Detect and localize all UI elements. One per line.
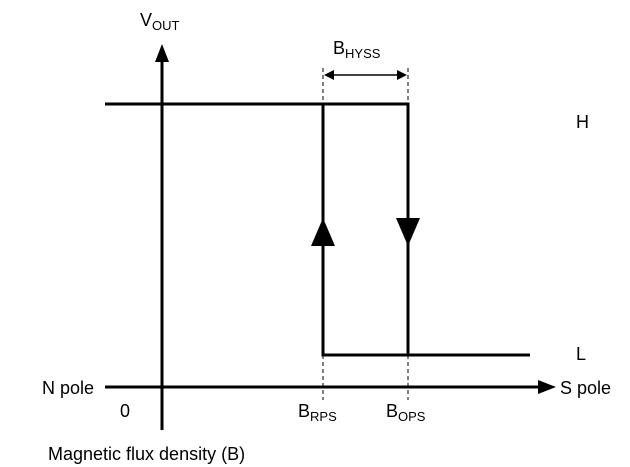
down-arrow	[396, 218, 420, 246]
low-label: L	[576, 344, 586, 364]
x-axis-arrow	[538, 380, 556, 394]
x-caption: Magnetic flux density (B)	[48, 444, 245, 464]
high-label: H	[576, 112, 589, 132]
operate-label: BOPS	[386, 401, 426, 424]
up-arrow	[311, 218, 335, 246]
y-axis-arrow	[155, 44, 169, 62]
origin-label: 0	[120, 401, 130, 421]
high-level-line	[105, 102, 410, 355]
release-label: BRPS	[298, 401, 337, 424]
x-right-label: S pole	[560, 378, 611, 398]
x-left-label: N pole	[42, 378, 94, 398]
y-axis-label: VOUT	[140, 10, 180, 33]
span-arrow	[397, 70, 407, 80]
hysteresis-label: BHYSS	[333, 38, 381, 61]
span-arrow	[324, 70, 334, 80]
low-level-line	[321, 104, 530, 357]
